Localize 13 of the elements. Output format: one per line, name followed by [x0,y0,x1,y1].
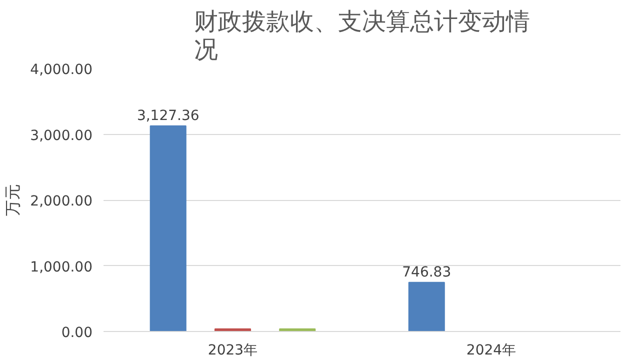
y-tick-label: 0.00 [61,325,92,341]
y-tick-label: 1,000.00 [30,259,92,276]
x-tick-label: 2024年 [466,342,516,358]
data-label: 3,127.36 [136,108,200,124]
y-tick-label: 4,000.00 [30,62,92,78]
x-tick-label: 2023年 [208,342,258,358]
chart-title: 财政拨款收、支决算总计变动情况 [194,8,530,64]
y-tick-label: 3,000.00 [30,128,92,144]
y-axis-title: 万元 [3,184,22,216]
bar [150,125,186,332]
y-tick-label: 2,000.00 [30,194,92,210]
data-label: 746.83 [402,264,452,280]
bar [408,282,445,332]
